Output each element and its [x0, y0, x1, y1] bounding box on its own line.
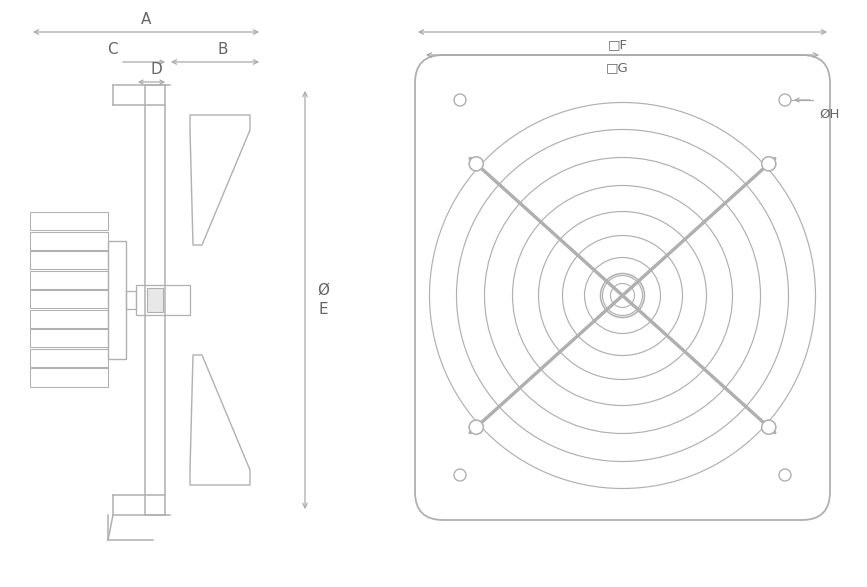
Bar	[30, 251, 108, 269]
Text: B: B	[218, 42, 228, 58]
Bar	[30, 329, 108, 348]
Circle shape	[762, 420, 776, 434]
Text: Ø: Ø	[317, 282, 329, 298]
Circle shape	[762, 157, 776, 171]
Text: C: C	[107, 42, 117, 58]
Circle shape	[762, 420, 776, 434]
Bar	[126, 291, 136, 309]
Bar	[30, 369, 108, 386]
Bar	[30, 212, 108, 230]
Bar	[136, 285, 190, 315]
Bar	[30, 231, 108, 249]
Bar	[108, 241, 126, 359]
Bar	[30, 271, 108, 289]
Circle shape	[469, 420, 483, 434]
Text: ØH: ØH	[819, 107, 839, 120]
Circle shape	[762, 157, 776, 171]
Text: □G: □G	[606, 62, 629, 75]
Polygon shape	[190, 115, 250, 245]
Circle shape	[469, 420, 483, 434]
Bar	[30, 290, 108, 308]
Text: D: D	[151, 62, 162, 77]
Circle shape	[469, 157, 483, 171]
Circle shape	[469, 157, 483, 171]
Text: E: E	[318, 302, 328, 318]
Text: A: A	[140, 12, 151, 28]
Polygon shape	[190, 355, 250, 485]
Text: □F: □F	[608, 39, 628, 52]
Bar	[30, 310, 108, 328]
Bar	[147, 288, 163, 312]
Bar	[30, 349, 108, 367]
